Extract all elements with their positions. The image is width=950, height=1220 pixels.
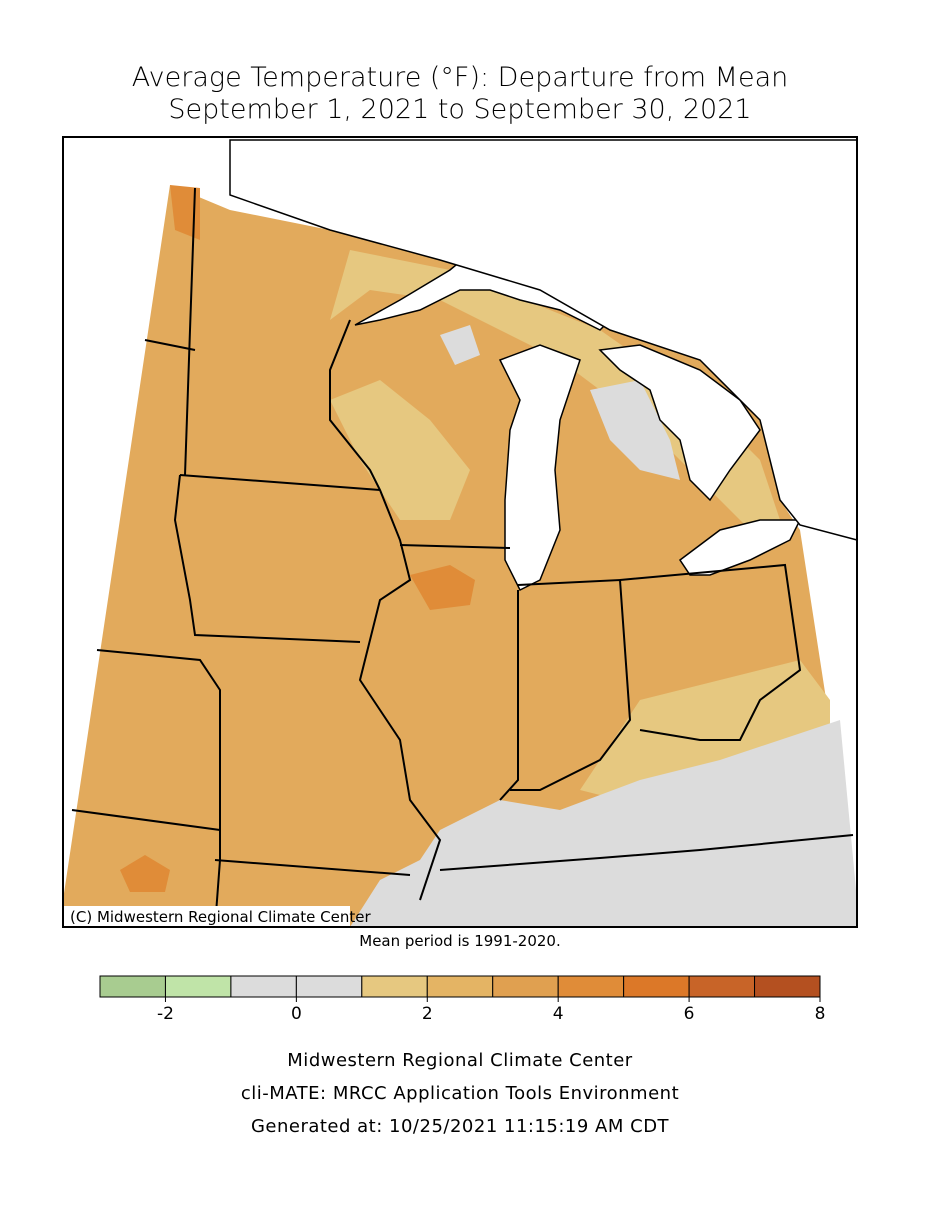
state-line xyxy=(399,544,511,549)
legend-bin xyxy=(426,975,494,998)
footer-line: cli-MATE: MRCC Application Tools Environ… xyxy=(241,1083,679,1104)
title-line: September 1, 2021 to September 30, 2021 xyxy=(168,94,751,125)
state-line xyxy=(179,474,381,491)
state-line xyxy=(499,590,519,801)
legend-bin xyxy=(361,975,428,998)
zone-neutral xyxy=(590,380,680,480)
zone-neutral xyxy=(350,720,857,927)
state-line xyxy=(214,859,411,876)
legend-bin xyxy=(688,975,756,998)
note: Mean period is 1991-2020. xyxy=(359,932,560,950)
legend-bin xyxy=(623,975,690,998)
legend-bin xyxy=(295,975,363,998)
legend-bin xyxy=(164,975,232,998)
map-frame xyxy=(62,136,858,928)
legend-tick-label: 6 xyxy=(684,1004,695,1024)
footer-line: Generated at: 10/25/2021 11:15:19 AM CDT xyxy=(251,1116,670,1137)
lake-michigan xyxy=(498,344,581,592)
zone-light xyxy=(330,380,470,520)
state-line xyxy=(439,834,854,871)
state-line xyxy=(71,809,221,831)
legend-tick-label: 0 xyxy=(291,1004,302,1024)
zone-warm xyxy=(170,185,200,240)
legend-tick-label: 8 xyxy=(815,1004,826,1024)
state-line xyxy=(329,319,442,901)
title-line: Average Temperature (°F): Departure from… xyxy=(132,62,788,93)
legend-bin xyxy=(99,975,166,998)
copyright-box xyxy=(64,906,350,926)
state-line xyxy=(619,563,802,741)
legend: -2 0 2 4 6 8 xyxy=(99,975,826,1024)
lake-erie xyxy=(678,519,802,576)
legend-tick-label: 2 xyxy=(422,1004,433,1024)
state-line xyxy=(96,649,221,928)
map: (C) Midwestern Regional Climate Center xyxy=(62,136,858,928)
state-line xyxy=(184,187,196,476)
zone-warm xyxy=(120,855,170,892)
state-line xyxy=(510,578,632,791)
legend-tick-label: -2 xyxy=(157,1004,174,1024)
state-line xyxy=(173,474,361,643)
state-line xyxy=(144,339,196,351)
legend-bin xyxy=(754,975,821,998)
lake-huron xyxy=(598,344,761,502)
legend-bin xyxy=(492,975,559,998)
zone-neutral xyxy=(440,325,480,365)
legend-tick-label: 4 xyxy=(553,1004,564,1024)
footer-line: Midwestern Regional Climate Center xyxy=(287,1050,633,1071)
legend-bin xyxy=(230,975,297,998)
copyright: (C) Midwestern Regional Climate Center xyxy=(70,908,371,926)
legend-bin xyxy=(557,975,625,998)
zone-warm xyxy=(410,565,475,610)
